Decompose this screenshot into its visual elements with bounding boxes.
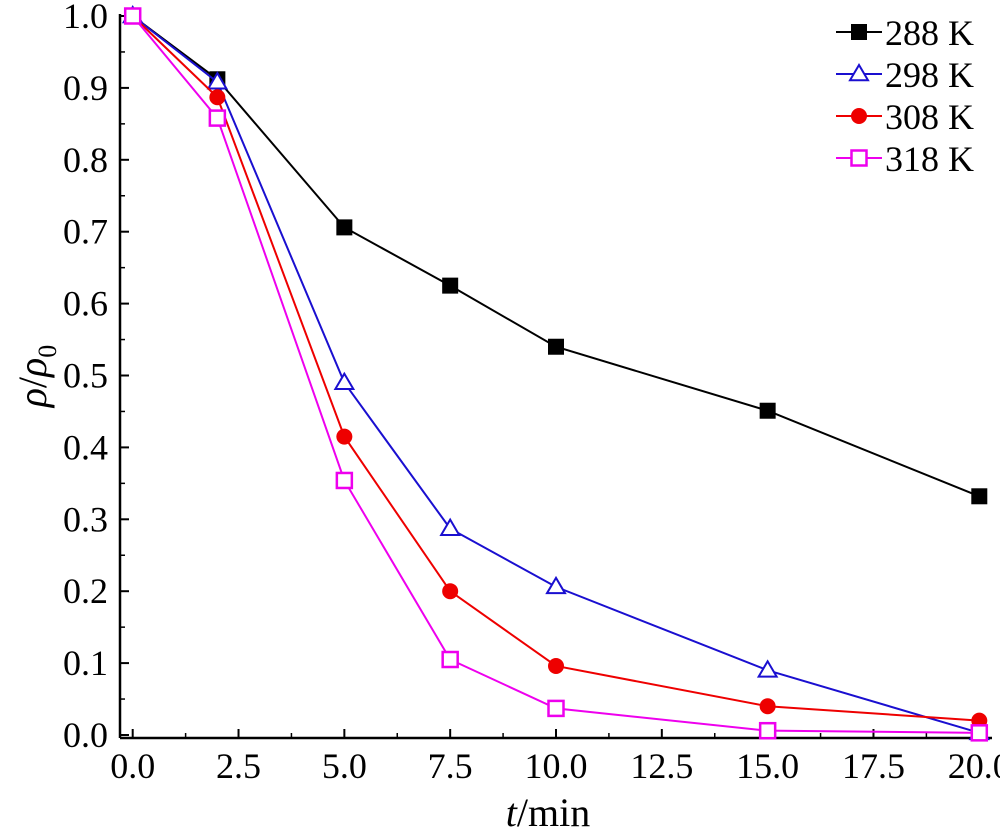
data-point bbox=[336, 219, 353, 236]
y-tick-label: 1.0 bbox=[63, 0, 108, 36]
series-line bbox=[131, 15, 980, 734]
series-line bbox=[132, 15, 980, 734]
y-tick-label: 0.6 bbox=[63, 284, 108, 324]
y-axis-label: ρ/ρ0 bbox=[10, 345, 62, 410]
legend-label: 318 K bbox=[885, 139, 974, 179]
legend-entry: 318 K bbox=[836, 139, 974, 179]
y-tick-label: 0.8 bbox=[63, 140, 108, 180]
data-point bbox=[759, 402, 776, 419]
data-point bbox=[208, 109, 227, 127]
legend-label: 308 K bbox=[885, 97, 974, 137]
y-tick-label: 0.9 bbox=[63, 68, 108, 108]
x-axis-label-variable: t bbox=[506, 790, 518, 833]
y-tick-label: 0.2 bbox=[63, 571, 108, 611]
legend-marker bbox=[851, 24, 867, 40]
data-point bbox=[336, 428, 353, 445]
y-tick-label: 0.0 bbox=[63, 715, 108, 755]
y-tick-label: 0.7 bbox=[63, 212, 108, 252]
data-point bbox=[439, 517, 461, 536]
legend-entry: 308 K bbox=[836, 97, 974, 137]
data-point bbox=[548, 657, 564, 674]
legend-entry: 288 K bbox=[836, 13, 974, 53]
y-axis-label-rho: ρ bbox=[10, 388, 55, 409]
series-line bbox=[132, 15, 980, 722]
data-point bbox=[442, 277, 459, 294]
x-axis-label: t/min bbox=[506, 790, 590, 833]
x-tick-label: 10.0 bbox=[525, 746, 588, 786]
series-layer bbox=[121, 5, 991, 742]
data-point bbox=[123, 7, 142, 25]
legend-marker bbox=[850, 149, 868, 167]
x-tick-label: 5.0 bbox=[322, 746, 367, 786]
legend-marker bbox=[848, 63, 870, 82]
series-line bbox=[132, 15, 980, 498]
data-point bbox=[545, 575, 567, 595]
x-tick-label: 2.5 bbox=[216, 746, 261, 786]
x-tick-label: 7.5 bbox=[428, 746, 473, 786]
y-tick-label: 0.1 bbox=[63, 643, 108, 683]
legend-entry: 298 K bbox=[836, 55, 974, 95]
legend-label: 288 K bbox=[885, 13, 974, 53]
legend-marker bbox=[851, 108, 867, 124]
data-point bbox=[547, 699, 565, 718]
x-tick-label: 0.0 bbox=[110, 746, 155, 786]
data-point bbox=[209, 89, 226, 106]
y-tick-label: 0.5 bbox=[63, 356, 108, 396]
series-318-k bbox=[123, 7, 989, 742]
series-298-k bbox=[121, 5, 991, 741]
series-288-k bbox=[124, 8, 988, 505]
data-point bbox=[971, 488, 988, 505]
x-axis-label-unit: /min bbox=[517, 790, 590, 833]
y-ticks: 0.0 0.1 0.2 0.3 0.4 0.5 0.6 0.7 0.8 0.9 1.0 bbox=[63, 0, 129, 755]
data-point bbox=[206, 71, 229, 90]
legend-label: 298 K bbox=[885, 55, 974, 95]
y-axis-label-slash: / bbox=[10, 376, 55, 388]
data-point bbox=[442, 583, 459, 600]
x-tick-label: 12.5 bbox=[630, 746, 693, 786]
data-point bbox=[441, 650, 459, 669]
x-tick-label: 20.0 bbox=[948, 746, 1000, 786]
data-point bbox=[548, 338, 564, 355]
y-tick-label: 0.4 bbox=[63, 427, 108, 467]
data-point bbox=[759, 698, 776, 715]
data-point bbox=[970, 724, 989, 742]
data-point bbox=[335, 471, 354, 490]
data-point bbox=[756, 659, 779, 678]
x-tick-label: 15.0 bbox=[736, 746, 799, 786]
y-tick-label: 0.3 bbox=[63, 499, 108, 539]
y-axis-label-rho0: ρ bbox=[10, 358, 55, 379]
data-point bbox=[333, 371, 356, 390]
data-point bbox=[758, 721, 777, 740]
x-tick-label: 17.5 bbox=[842, 746, 905, 786]
x-ticks: 0.0 2.5 5.0 7.5 10.0 12.5 15.0 17.5 20.0 bbox=[110, 729, 1000, 786]
y-axis-label-subscript: 0 bbox=[33, 345, 62, 358]
